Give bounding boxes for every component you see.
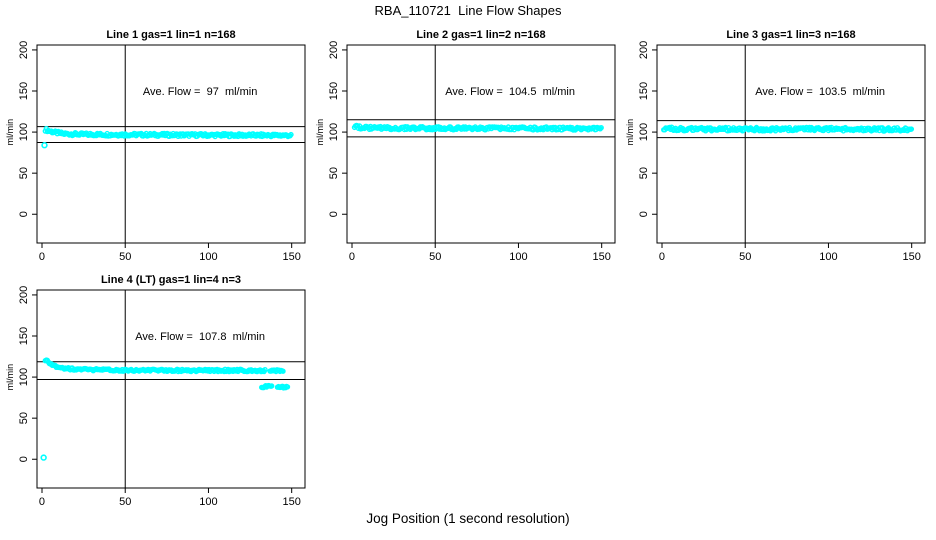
panel-line-1: Line 1 gas=1 lin=1 n=168 0 50 100 150 0 50 100 1…: [0, 25, 312, 270]
x-tick-label: 150: [283, 496, 301, 508]
y-tick-label: 150: [638, 82, 650, 100]
x-tick-label: 150: [903, 251, 921, 263]
y-tick-label: 100: [18, 123, 30, 141]
main-title: RBA_110721 Line Flow Shapes: [374, 3, 562, 18]
chart-line-1: Line 1 gas=1 lin=1 n=168 0 50 100 150 0 50 100 1…: [5, 29, 306, 263]
plot-box: [36, 44, 306, 244]
y-tick-label: 0: [638, 211, 650, 217]
y-tick-label: 100: [18, 368, 30, 386]
plot-box: [346, 44, 616, 244]
y-tick-label: 150: [18, 82, 30, 100]
x-tick-label: 100: [199, 496, 217, 508]
y-tick-label: 50: [18, 412, 30, 424]
plot-box: [656, 44, 926, 244]
y-tick-label: 50: [638, 167, 650, 179]
x-tick-label: 50: [739, 251, 751, 263]
y-tick-label: 0: [18, 456, 30, 462]
y-tick-label: 50: [18, 167, 30, 179]
data-point: [262, 366, 268, 373]
y-tick-label: 100: [638, 123, 650, 141]
chart-line-2: Line 2 gas=1 lin=2 n=168 0 50 100 150 0 50 100 1…: [315, 29, 616, 263]
data-point: [288, 131, 294, 138]
x-tick-label: 50: [119, 251, 131, 263]
x-tick-label: 50: [119, 496, 131, 508]
y-tick-label: 200: [18, 286, 30, 304]
panel-title: Line 2 gas=1 lin=2 n=168: [416, 29, 545, 41]
y-tick-label: 0: [328, 211, 340, 217]
outlier-point: [41, 142, 48, 149]
data-point: [908, 126, 915, 132]
x-tick-label: 0: [349, 251, 355, 263]
x-axis-label: Jog Position (1 second resolution): [366, 511, 570, 526]
x-tick-label: 50: [429, 251, 441, 263]
panel-line-3: Line 3 gas=1 lin=3 n=168 0 50 100 150 0 50 100 1…: [620, 25, 932, 270]
data-point: [284, 384, 291, 390]
panel-line-2: Line 2 gas=1 lin=2 n=168 0 50 100 150 0 50 100 1…: [310, 25, 622, 270]
x-tick-label: 0: [39, 496, 45, 508]
data-point: [598, 124, 604, 131]
y-tick-label: 0: [18, 211, 30, 217]
y-axis-label: ml/min: [5, 119, 15, 145]
panel-title: Line 1 gas=1 lin=1 n=168: [106, 29, 235, 41]
outlier-point: [40, 454, 47, 461]
ave-flow-annotation: Ave. Flow = 97 ml/min: [143, 86, 257, 98]
y-tick-label: 150: [18, 327, 30, 345]
ave-flow-annotation: Ave. Flow = 104.5 ml/min: [445, 86, 575, 98]
y-tick-label: 200: [328, 41, 340, 59]
x-tick-label: 100: [509, 251, 527, 263]
ave-flow-annotation: Ave. Flow = 103.5 ml/min: [755, 86, 885, 98]
y-axis-label: ml/min: [5, 364, 15, 391]
chart-line-4: Line 4 (LT) gas=1 lin=4 n=3 0 50 100 150 0 50 1…: [5, 274, 306, 508]
y-tick-label: 150: [328, 82, 340, 100]
data-point: [354, 123, 361, 129]
y-axis-label: ml/min: [625, 119, 635, 145]
y-axis-label: ml/min: [315, 119, 325, 145]
y-tick-label: 200: [638, 41, 650, 59]
y-tick-label: 200: [18, 41, 30, 59]
data-point: [269, 383, 275, 389]
x-tick-label: 150: [283, 251, 301, 263]
x-tick-label: 150: [593, 251, 611, 263]
ave-flow-annotation: Ave. Flow = 107.8 ml/min: [135, 331, 265, 343]
panel-line-4-lt: Line 4 (LT) gas=1 lin=4 n=3 0 50 100 150 0 50 1…: [0, 270, 312, 515]
panel-title: Line 4 (LT) gas=1 lin=4 n=3: [101, 274, 241, 286]
plot-box: [36, 289, 306, 489]
y-tick-label: 50: [328, 167, 340, 179]
x-tick-label: 0: [39, 251, 45, 263]
panel-title: Line 3 gas=1 lin=3 n=168: [726, 29, 855, 41]
chart-line-3: Line 3 gas=1 lin=3 n=168 0 50 100 150 0 50 100 1…: [625, 29, 926, 263]
data-point: [280, 368, 286, 374]
x-tick-label: 100: [199, 251, 217, 263]
x-tick-label: 0: [659, 251, 665, 263]
x-tick-label: 100: [819, 251, 837, 263]
y-tick-label: 100: [328, 123, 340, 141]
